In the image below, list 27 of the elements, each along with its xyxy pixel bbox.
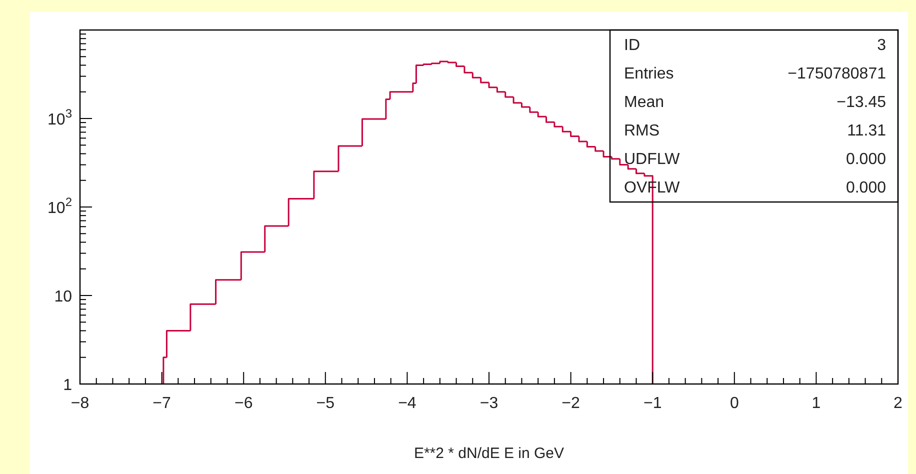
annotation: 0.000	[846, 151, 886, 168]
x-tick-label: 1	[812, 395, 821, 412]
annotation: −13.45	[836, 94, 886, 111]
x-tick-label: 0	[730, 395, 739, 412]
x-tick-label: −5	[316, 395, 335, 412]
annotation: Entries	[624, 66, 674, 82]
annotation: 0.000	[846, 180, 886, 196]
annotation: 3	[877, 37, 886, 54]
x-axis-title: E**2 * dN/dE E in GeV	[414, 445, 564, 462]
y-tick-label: 10$^{3}$	[48, 106, 72, 128]
x-tick-label: −7	[152, 395, 172, 412]
x-tick-label: −6	[234, 395, 253, 412]
y-tick-label: 10$^{2}$	[48, 195, 72, 217]
x-tick-label: −1	[643, 395, 662, 412]
annotation: RMS	[624, 122, 660, 140]
x-tick-label: −8	[70, 395, 90, 412]
x-tick-label: 2	[894, 395, 903, 412]
x-tick-label: −2	[562, 395, 580, 412]
annotation: Mean	[624, 94, 664, 111]
y-tick-label: 10	[54, 288, 72, 306]
annotation: UDFLW	[624, 151, 681, 168]
annotation: 11.31	[847, 122, 886, 140]
x-tick-label: −4	[398, 395, 416, 412]
y-tick-label: 1	[63, 377, 72, 394]
x-tick-label: −3	[480, 395, 498, 412]
annotation: −1750780871	[788, 66, 886, 82]
annotation: ID	[624, 37, 640, 54]
